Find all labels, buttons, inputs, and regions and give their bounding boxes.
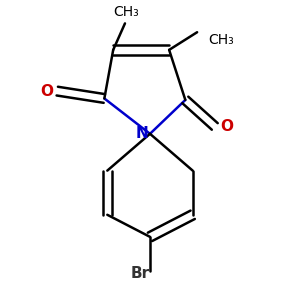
Text: O: O <box>220 119 233 134</box>
Text: CH₃: CH₃ <box>114 5 139 19</box>
Text: N: N <box>135 126 148 141</box>
Text: O: O <box>40 84 53 99</box>
Text: Br: Br <box>131 266 150 281</box>
Text: CH₃: CH₃ <box>208 34 233 47</box>
